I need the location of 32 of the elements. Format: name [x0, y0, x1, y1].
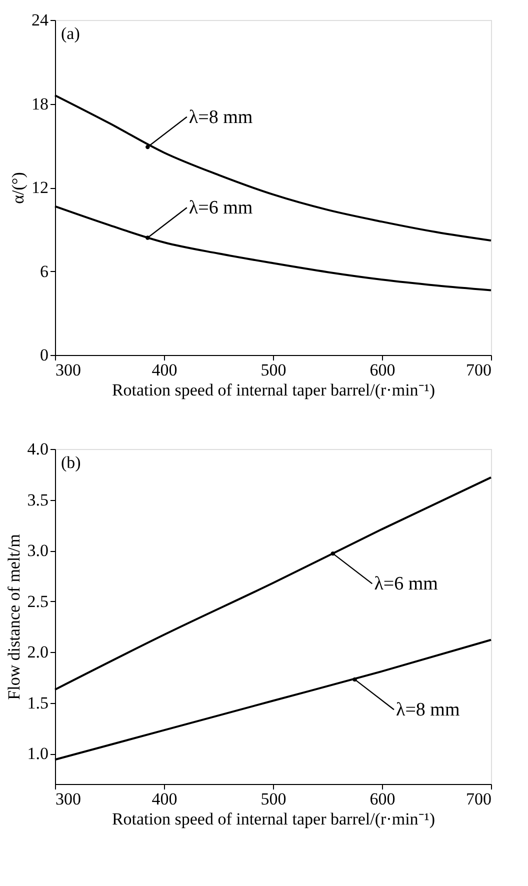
- x-tick-label: 500: [260, 790, 286, 808]
- y-tick-label: 3.0: [27, 541, 48, 560]
- annotation: λ=8 mm: [396, 700, 460, 721]
- y-tick-label: 1.0: [27, 744, 48, 764]
- annotation: λ=8 mm: [188, 106, 253, 128]
- y-axis-title: Flow distance of melt/m: [4, 534, 24, 700]
- annotation: λ=6 mm: [188, 198, 253, 219]
- y-tick-label: 0: [40, 346, 48, 364]
- y-tick-label: 18: [32, 94, 48, 114]
- y-tick-label: 4.0: [27, 440, 48, 458]
- x-tick-label: 700: [466, 790, 492, 808]
- annotation: λ=6 mm: [374, 574, 438, 595]
- x-tick-label: 300: [56, 360, 81, 380]
- y-axis-title: α/(°): [8, 172, 28, 204]
- x-axis-title: Rotation speed of internal taper barrel/(r·min⁻¹): [112, 810, 436, 828]
- x-tick-label: 500: [260, 360, 286, 380]
- chart-title: (a): [61, 24, 80, 43]
- chart-title: (b): [61, 453, 81, 472]
- y-tick-label: 1.5: [27, 693, 48, 712]
- x-tick-label: 600: [370, 360, 396, 380]
- y-tick-label: 6: [40, 262, 48, 281]
- x-tick-label: 700: [466, 360, 492, 380]
- y-tick-label: 24: [32, 10, 49, 30]
- y-tick-label: 12: [32, 178, 48, 197]
- x-tick-label: 300: [56, 790, 81, 808]
- x-tick-label: 400: [152, 360, 178, 380]
- y-tick-label: 3.5: [27, 490, 48, 510]
- x-axis-title: Rotation speed of internal taper barrel/(r·min⁻¹): [112, 380, 436, 400]
- x-tick-label: 400: [152, 790, 178, 808]
- y-tick-label: 2.0: [27, 642, 48, 662]
- y-tick-label: 2.5: [27, 592, 48, 611]
- x-tick-label: 600: [370, 790, 396, 808]
